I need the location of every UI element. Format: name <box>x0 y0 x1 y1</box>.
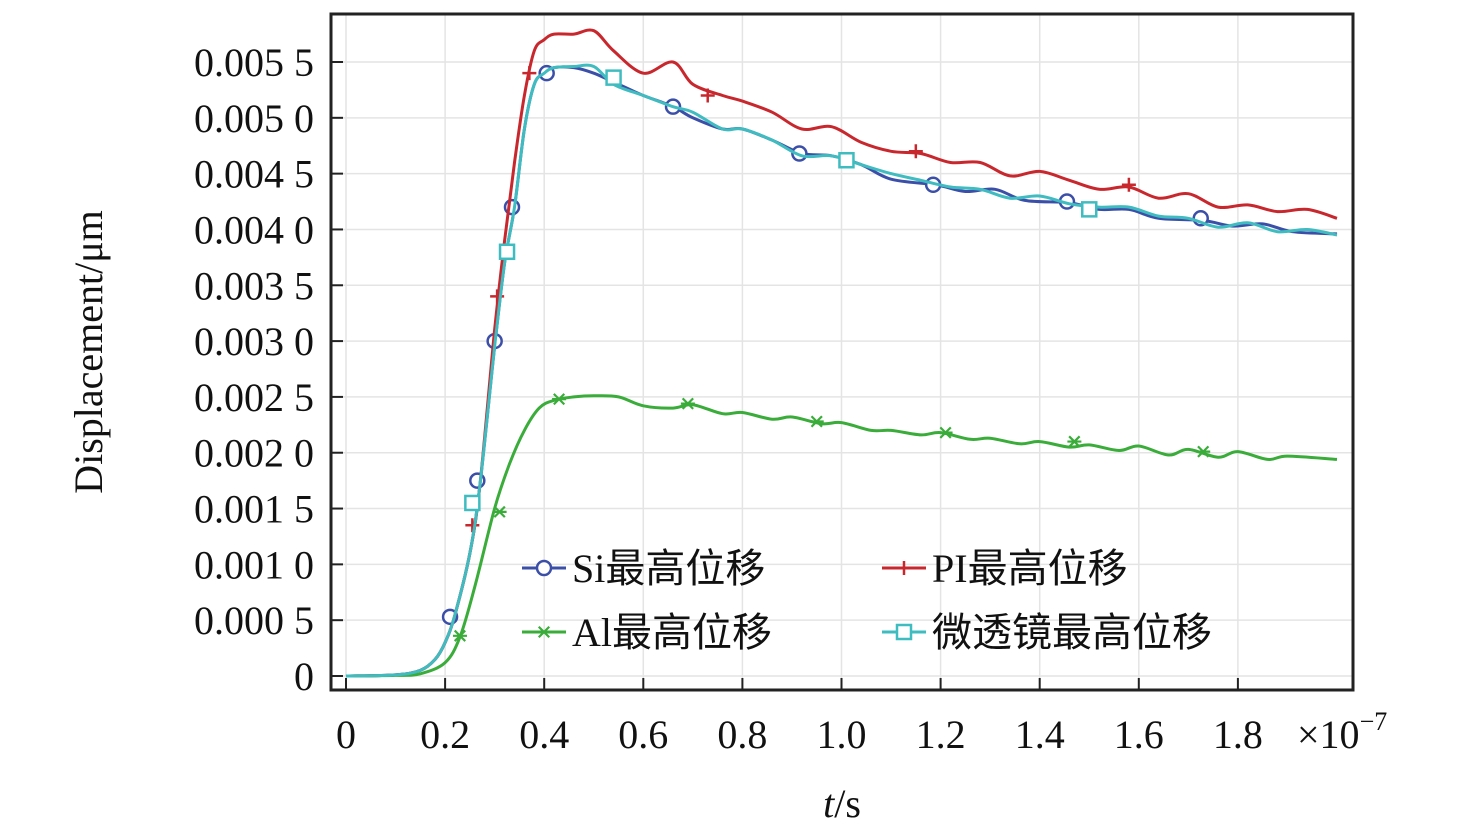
y-tick-label: 0.002 5 <box>194 375 314 420</box>
data-point-asterisk <box>680 397 695 410</box>
data-point-asterisk <box>1067 435 1082 448</box>
x-tick-label: 1.0 <box>817 712 867 757</box>
x-tick-label: 0.4 <box>519 712 569 757</box>
data-point-square <box>895 623 913 641</box>
data-point-asterisk <box>552 393 567 406</box>
y-tick-label: 0.003 5 <box>194 263 314 308</box>
data-point-plus <box>700 88 715 103</box>
axis-ticks <box>331 61 1239 690</box>
data-point-asterisk <box>809 415 824 428</box>
x-axis-title-unit: /s <box>834 781 861 826</box>
series-line-3 <box>345 394 1338 678</box>
x-tick-label: 1.8 <box>1213 712 1263 757</box>
x-tick-label: 1.4 <box>1015 712 1065 757</box>
data-point-square <box>605 69 622 86</box>
data-point-asterisk <box>452 629 467 642</box>
data-point-square <box>1081 201 1098 218</box>
data-point-asterisk <box>1196 445 1211 458</box>
y-tick-label: 0.005 5 <box>194 40 314 85</box>
data-point-circle <box>535 559 553 577</box>
y-tick-label: 0.003 0 <box>194 319 314 364</box>
legend: Si最高位移 PI最高位移 Al最高位移 微透镜最高位移 <box>522 546 1212 655</box>
data-point-square <box>498 243 516 261</box>
x-axis-multiplier: ×10−7 <box>1297 707 1387 757</box>
y-axis-title: Displacement/μm <box>66 210 111 494</box>
y-tick-label: 0.004 0 <box>194 207 314 252</box>
legend-label: PI最高位移 <box>932 546 1128 591</box>
data-point-plus <box>522 66 537 81</box>
y-tick-label: 0.002 0 <box>194 431 314 476</box>
legend-label: Si最高位移 <box>572 546 765 591</box>
y-tick-label: 0.004 5 <box>194 152 314 197</box>
x-tick-label: 0.2 <box>420 712 470 757</box>
data-point-plus <box>897 561 911 575</box>
legend-item-3: Al最高位移 <box>522 610 772 655</box>
x-tick-label: 1.2 <box>916 712 966 757</box>
legend-item-2: PI最高位移 <box>882 546 1128 591</box>
y-tick-label: 0.001 5 <box>194 487 314 532</box>
data-point-asterisk <box>938 426 953 439</box>
y-tick-label: 0 <box>294 654 314 699</box>
data-point-plus <box>908 144 923 159</box>
x-axis-multiplier-exponent: −7 <box>1360 707 1388 736</box>
x-axis-title: t/s <box>823 781 861 826</box>
grid-lines <box>331 14 1353 690</box>
series-group <box>345 28 1338 678</box>
y-tick-label: 0.000 5 <box>194 598 314 643</box>
x-tick-label: 0.8 <box>717 712 767 757</box>
x-tick-label: 0.6 <box>618 712 668 757</box>
x-tick-label: 0 <box>336 712 356 757</box>
y-tick-label: 0.005 0 <box>194 96 314 141</box>
tick-labels: 0 0.2 0.4 0.6 0.8 1.0 1.2 1.4 1.6 1.8 0 0.000 5 0.00… <box>194 40 1263 757</box>
legend-item-1: Si最高位移 <box>522 546 765 591</box>
data-point-plus <box>465 518 480 533</box>
data-point-asterisk <box>492 505 507 518</box>
data-point-square <box>464 494 481 512</box>
data-point-plus <box>1121 177 1136 192</box>
x-axis-title-symbol: t <box>823 781 835 826</box>
legend-label: 微透镜最高位移 <box>932 610 1212 655</box>
data-point-asterisk <box>537 625 551 639</box>
x-tick-label: 1.6 <box>1114 712 1164 757</box>
legend-label: Al最高位移 <box>572 610 772 655</box>
y-tick-label: 0.001 0 <box>194 542 314 587</box>
data-point-square <box>838 151 855 169</box>
x-axis-multiplier-base: ×10 <box>1297 712 1360 757</box>
legend-item-4: 微透镜最高位移 <box>882 610 1212 655</box>
series-line-4 <box>345 63 1338 678</box>
